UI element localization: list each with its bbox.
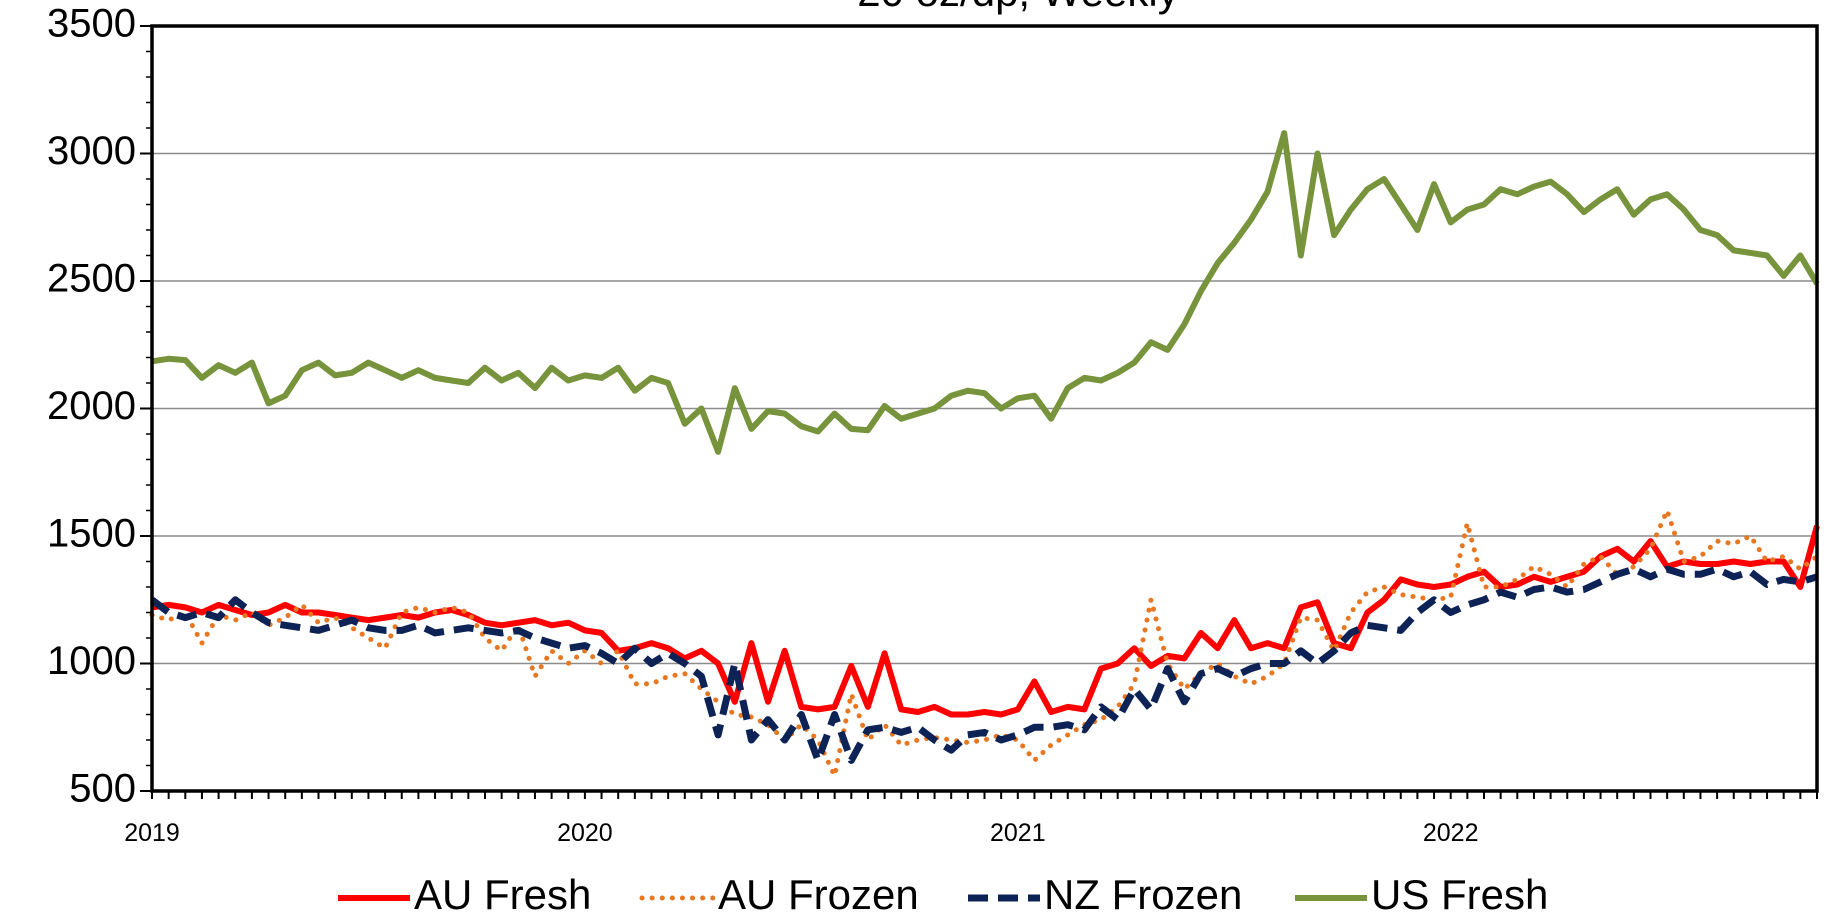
y-tick-label: 2500 bbox=[47, 257, 136, 301]
x-tick-label: 2020 bbox=[557, 819, 613, 847]
y-tick-label: 1000 bbox=[47, 639, 136, 683]
legend-label: AU Frozen bbox=[718, 871, 919, 917]
legend-label: US Fresh bbox=[1371, 871, 1548, 917]
series-line bbox=[151, 130, 1820, 455]
series-line bbox=[149, 508, 1820, 779]
x-tick-label: 2019 bbox=[124, 819, 180, 847]
y-tick-label: 3500 bbox=[47, 2, 136, 46]
legend-label: AU Fresh bbox=[414, 871, 591, 917]
y-tick-label: 500 bbox=[69, 767, 136, 811]
series-line bbox=[151, 525, 1820, 718]
y-tick-label: 2000 bbox=[47, 384, 136, 428]
y-tick-label: 1500 bbox=[47, 512, 136, 556]
x-tick-label: 2021 bbox=[990, 819, 1046, 847]
x-tick-label: 2022 bbox=[1423, 819, 1479, 847]
plot-frame bbox=[150, 24, 1819, 793]
y-tick-label: 3000 bbox=[47, 129, 136, 173]
chart-title: 20 oz/dp, Weekly bbox=[857, 0, 1178, 15]
series-line bbox=[149, 565, 1819, 764]
legend-label: NZ Frozen bbox=[1044, 871, 1242, 917]
